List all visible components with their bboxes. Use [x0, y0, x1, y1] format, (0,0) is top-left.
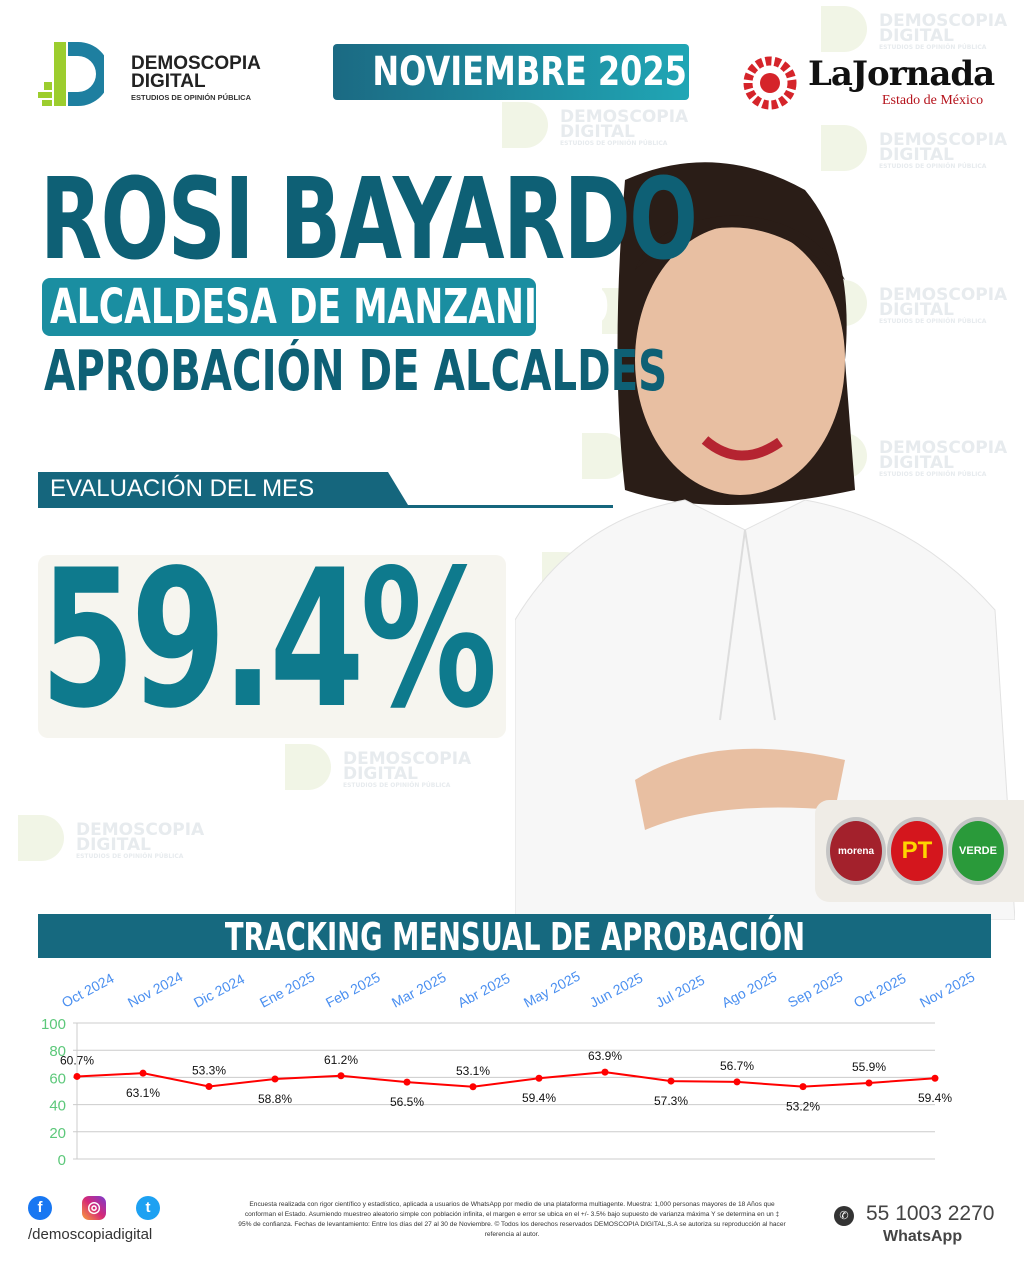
- divider: [38, 505, 613, 508]
- data-label: 53.1%: [456, 1064, 490, 1078]
- x-tick-label: Ene 2025: [257, 968, 318, 1010]
- data-label: 59.4%: [918, 1091, 952, 1105]
- y-tick-label: 20: [49, 1125, 66, 1142]
- facebook-icon[interactable]: f: [28, 1196, 52, 1220]
- data-label: 59.4%: [522, 1091, 556, 1105]
- x-tick-label: Nov 2025: [917, 968, 978, 1010]
- phone-number: 55 1003 2270: [866, 1202, 995, 1225]
- x-tick-label: Nov 2024: [125, 968, 186, 1010]
- data-point: [469, 1083, 477, 1091]
- whatsapp-icon: ✆: [834, 1206, 854, 1226]
- brand-name: DEMOSCOPIA DIGITAL: [131, 53, 261, 92]
- data-point: [667, 1077, 675, 1085]
- x-tick-label: Dic 2024: [191, 970, 247, 1010]
- approval-score: 59.4%: [40, 529, 497, 750]
- whatsapp-label: WhatsApp: [883, 1228, 963, 1245]
- score-card: [38, 555, 506, 738]
- data-label: 56.7%: [720, 1059, 754, 1073]
- x-tick-label: Jun 2025: [587, 969, 646, 1010]
- data-point: [73, 1072, 81, 1080]
- x-tick-label: Feb 2025: [323, 969, 383, 1011]
- x-tick-label: Sep 2025: [785, 968, 846, 1010]
- data-label: 53.3%: [192, 1064, 226, 1078]
- data-point: [535, 1074, 543, 1082]
- data-label: 56.5%: [390, 1095, 424, 1109]
- candidate-name: ROSI BAYARDO: [40, 155, 698, 285]
- social-icons: f ◎ t: [28, 1196, 190, 1220]
- twitter-icon[interactable]: t: [136, 1196, 160, 1220]
- month-banner: NOVIEMBRE 2025: [333, 44, 689, 100]
- data-label: 55.9%: [852, 1060, 886, 1074]
- evaluation-label: EVALUACIÓN DEL MES: [38, 472, 408, 505]
- verde-logo: VERDE: [948, 817, 1008, 885]
- tracking-chart: 0 20 40 60 80 100 Oct 2024 Nov 2024 Dic 2024 Ene …: [41, 968, 978, 1169]
- data-point: [931, 1074, 939, 1082]
- brand-tagline: ESTUDIOS DE OPINIÓN PÚBLICA: [131, 93, 252, 102]
- data-point: [799, 1083, 807, 1091]
- sun-logo-icon: [743, 56, 797, 110]
- data-point: [601, 1068, 609, 1076]
- data-point: [403, 1078, 411, 1086]
- x-tick-label: Mar 2025: [389, 969, 449, 1011]
- data-label: 63.1%: [126, 1086, 160, 1100]
- data-label: 57.3%: [654, 1094, 688, 1108]
- data-label: 60.7%: [60, 1053, 94, 1067]
- partner-logo: LaJornada: [808, 54, 995, 94]
- data-point: [271, 1075, 279, 1083]
- party-logos: morena PT VERDE: [815, 800, 1024, 902]
- data-point: [337, 1072, 345, 1080]
- y-tick-label: 60: [49, 1070, 66, 1087]
- y-tick-label: 80: [49, 1043, 66, 1060]
- data-label: 61.2%: [324, 1053, 358, 1067]
- x-tick-label: Jul 2025: [653, 972, 707, 1011]
- candidate-role: ALCALDESA DE MANZANILLO: [42, 278, 609, 336]
- x-tick-label: Oct 2024: [59, 970, 117, 1011]
- pt-logo: PT: [887, 817, 947, 885]
- series-line: [76, 1071, 936, 1088]
- morena-logo: morena: [826, 817, 886, 885]
- data-point: [733, 1078, 741, 1086]
- social-handle: /demoscopiadigital: [28, 1226, 153, 1243]
- x-tick-label: Ago 2025: [719, 968, 780, 1010]
- survey-subtitle: APROBACIÓN DE ALCALDES: [44, 339, 668, 404]
- data-label: 58.8%: [258, 1092, 292, 1106]
- y-tick-label: 40: [49, 1098, 66, 1115]
- x-tick-label: Abr 2025: [455, 970, 513, 1011]
- instagram-icon[interactable]: ◎: [82, 1196, 106, 1220]
- data-point: [139, 1069, 147, 1077]
- data-label: 63.9%: [588, 1049, 622, 1063]
- data-point: [865, 1079, 873, 1087]
- y-tick-label: 0: [58, 1152, 66, 1169]
- methodology-note: Encuesta realizada con rigor científico …: [238, 1201, 786, 1238]
- data-point: [205, 1083, 213, 1091]
- demoscopia-logo-icon: [38, 42, 104, 106]
- data-label: 53.2%: [786, 1100, 820, 1114]
- tracking-title: TRACKING MENSUAL DE APROBACIÓN: [38, 914, 991, 958]
- x-tick-label: May 2025: [521, 968, 583, 1011]
- y-tick-label: 100: [41, 1016, 66, 1033]
- x-tick-label: Oct 2025: [851, 970, 909, 1011]
- partner-subtitle: Estado de México: [882, 93, 984, 108]
